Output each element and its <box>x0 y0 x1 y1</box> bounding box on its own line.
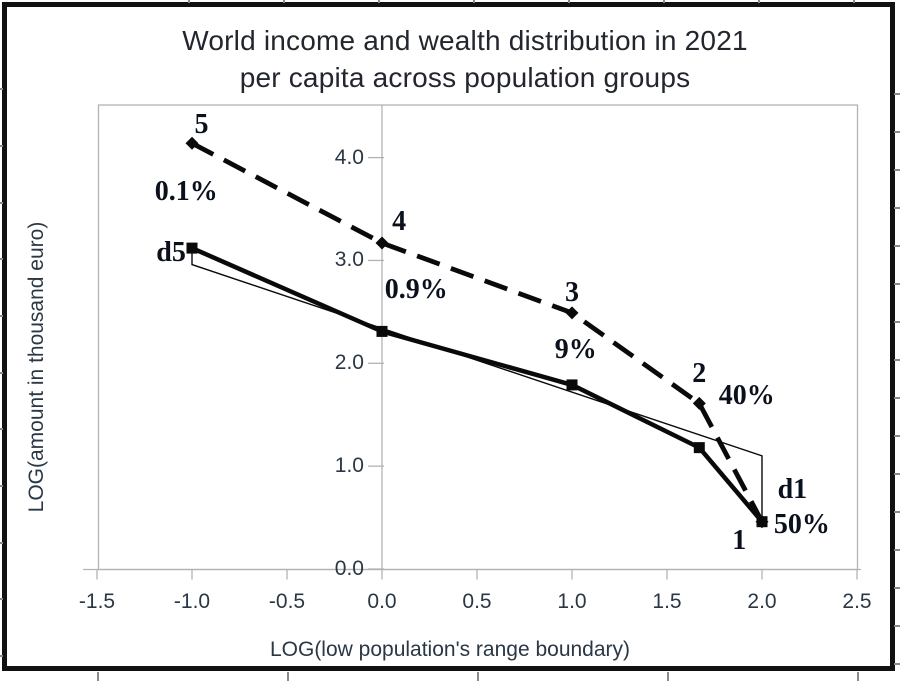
x-tick-label: -0.5 <box>268 590 306 613</box>
spreadsheet-gridline-stub <box>894 511 900 513</box>
square-marker <box>376 325 388 337</box>
spreadsheet-gridline-stub <box>758 0 760 3</box>
spreadsheet-gridline-stub <box>0 202 3 204</box>
spreadsheet-gridline-stub <box>853 0 855 3</box>
wealth-distribution-dashed-line <box>190 141 765 523</box>
spreadsheet-gridline-stub <box>857 672 859 681</box>
diamond-marker <box>375 236 389 250</box>
spreadsheet-gridline-stub <box>894 93 900 95</box>
spreadsheet-gridline-stub <box>663 0 665 3</box>
x-tick-label: -1.0 <box>173 590 211 613</box>
spreadsheet-gridline-stub <box>283 0 285 3</box>
x-tick-label: 1.0 <box>557 590 587 613</box>
square-marker <box>693 442 705 454</box>
spreadsheet-gridline-stub <box>568 0 570 3</box>
point-label-0.9%: 0.9% <box>384 274 448 306</box>
y-tick-label: 1.0 <box>334 454 364 478</box>
spreadsheet-gridline-stub <box>894 207 900 209</box>
point-label-d1: d1 <box>777 473 808 505</box>
point-label-1: 1 <box>732 525 747 557</box>
spreadsheet-gridline-stub <box>473 0 475 3</box>
square-marker <box>186 242 198 254</box>
chart-title-line2: per capita across population groups <box>239 62 691 93</box>
point-label-3: 3 <box>565 277 579 309</box>
spreadsheet-gridline-stub <box>894 169 900 171</box>
spreadsheet-gridline-stub <box>894 587 900 589</box>
chart-title-line1: World income and wealth distribution in … <box>182 25 748 56</box>
spreadsheet-gridline-stub <box>0 598 3 600</box>
x-tick-label: 0.5 <box>462 590 492 613</box>
linear-reference-with-deviations-line <box>191 250 763 519</box>
chart-title: World income and wealth distribution in … <box>70 22 860 96</box>
point-label-0.1%: 0.1% <box>154 175 218 207</box>
point-label-2: 2 <box>692 357 707 389</box>
spreadsheet-gridline-stub <box>894 131 900 133</box>
spreadsheet-gridline-stub <box>667 672 669 681</box>
point-label-50%: 50% <box>773 508 830 540</box>
x-tick-label: -1.5 <box>78 590 116 613</box>
spreadsheet-gridline-stub <box>0 315 3 317</box>
y-tick-label: 0.0 <box>334 557 364 580</box>
spreadsheet-gridline-stub <box>894 435 900 437</box>
spreadsheet-gridline-stub <box>0 372 3 374</box>
y-tick-label: 4.0 <box>334 145 364 169</box>
point-label-d5: d5 <box>156 237 186 269</box>
point-label-9%: 9% <box>554 333 597 365</box>
spreadsheet-gridline-stub <box>188 0 190 3</box>
spreadsheet-gridline-stub <box>894 397 900 399</box>
spreadsheet-gridline-stub <box>287 672 289 681</box>
point-label-5: 5 <box>194 108 209 140</box>
spreadsheet-gridline-stub <box>894 245 900 247</box>
diamond-marker <box>185 136 199 150</box>
spreadsheet-gridline-stub <box>894 321 900 323</box>
spreadsheet-gridline-stub <box>0 145 3 147</box>
x-tick-label: 2.5 <box>842 590 872 613</box>
point-label-40%: 40% <box>718 380 775 412</box>
spreadsheet-gridline-stub <box>894 663 900 665</box>
spreadsheet-gridline-stub <box>477 672 479 681</box>
y-tick-label: 2.0 <box>334 351 364 375</box>
x-tick-label: 0.0 <box>367 590 397 613</box>
spreadsheet-gridline-stub <box>97 672 99 681</box>
spreadsheet-gridline-stub <box>894 549 900 551</box>
spreadsheet-gridline-stub <box>0 88 3 90</box>
chart-frame-border <box>2 2 895 671</box>
spreadsheet-gridline-stub <box>0 655 3 657</box>
spreadsheet-gridline-stub <box>0 258 3 260</box>
x-axis-title: LOG(low population's range boundary) <box>269 638 631 661</box>
spreadsheet-gridline-stub <box>894 625 900 627</box>
x-tick-label: 2.0 <box>747 590 777 613</box>
spreadsheet-gridline-stub <box>0 428 3 430</box>
diamond-marker <box>692 396 706 410</box>
spreadsheet-gridline-stub <box>894 359 900 361</box>
y-tick-label: 3.0 <box>334 248 364 272</box>
x-tick-label: 1.5 <box>652 590 682 613</box>
point-label-4: 4 <box>392 206 407 238</box>
square-marker <box>566 379 578 391</box>
spreadsheet-gridline-stub <box>894 473 900 475</box>
spreadsheet-gridline-stub <box>0 485 3 487</box>
diamond-marker <box>565 306 579 320</box>
y-axis-title: LOG(amount in thousand euro) <box>25 221 48 513</box>
spreadsheet-gridline-stub <box>894 283 900 285</box>
square-marker <box>756 516 768 528</box>
spreadsheet-gridline-stub <box>0 542 3 544</box>
spreadsheet-gridline-stub <box>378 0 380 3</box>
